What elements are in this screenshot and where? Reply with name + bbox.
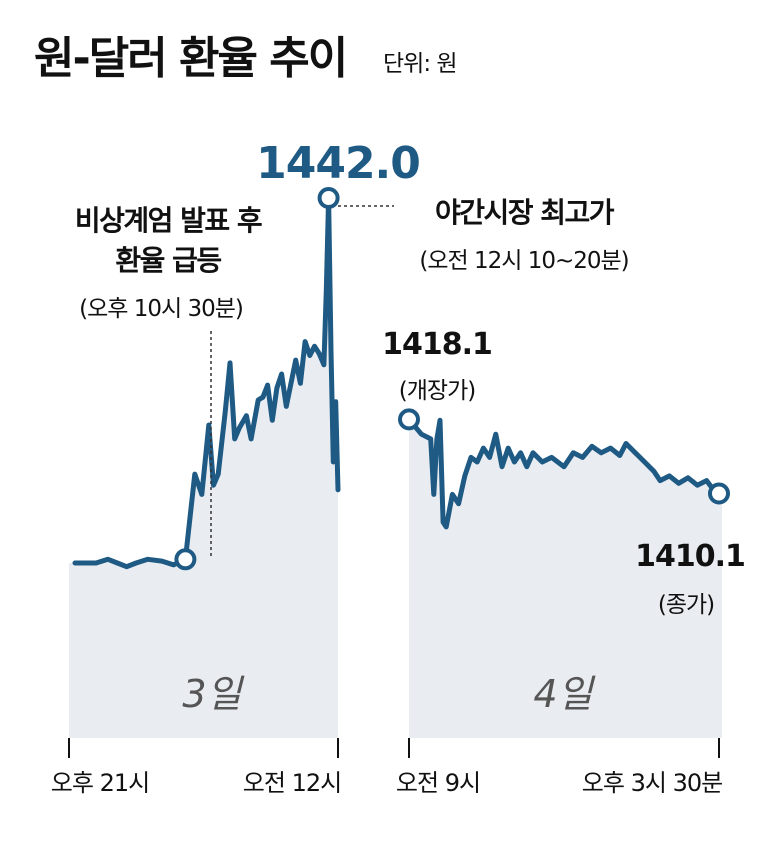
annotation-surge-time: (오후 10시 30분)	[79, 296, 243, 322]
annotation-peak-time: (오전 12시 10~20분)	[419, 248, 628, 274]
annotation-surge-line2: 환율 급등	[115, 244, 221, 277]
annotation-peak-text: 야간시장 최고가	[435, 196, 615, 229]
day-label-4: 4일	[533, 672, 595, 716]
series-line-day4	[406, 416, 722, 530]
close-value-label: 1410.1	[635, 539, 745, 574]
marker-open	[398, 408, 420, 431]
marker-close	[708, 482, 730, 505]
open-label: (개장가)	[399, 378, 475, 404]
chart-title: 원-달러 환율 추이	[34, 33, 348, 84]
marker-surge	[174, 548, 197, 571]
day-label-3: 3일	[182, 672, 244, 716]
close-label: (종가)	[658, 592, 714, 618]
peak-value-label: 1442.0	[256, 138, 420, 189]
unit-label: 단위: 원	[383, 51, 458, 77]
area-fill-day4	[409, 419, 722, 738]
annotation-surge-line1: 비상계엄 발표 후	[75, 204, 262, 237]
tick-label-9: 오전 9시	[396, 769, 480, 797]
open-value-label: 1418.1	[382, 327, 492, 362]
area-fill-day3	[69, 198, 338, 738]
tick-label-21: 오후 21시	[51, 769, 149, 797]
series-line-day3	[72, 195, 341, 570]
tick-label-12: 오전 12시	[243, 769, 341, 797]
marker-peak	[317, 187, 340, 209]
tick-label-1530: 오후 3시 30분	[582, 769, 722, 797]
